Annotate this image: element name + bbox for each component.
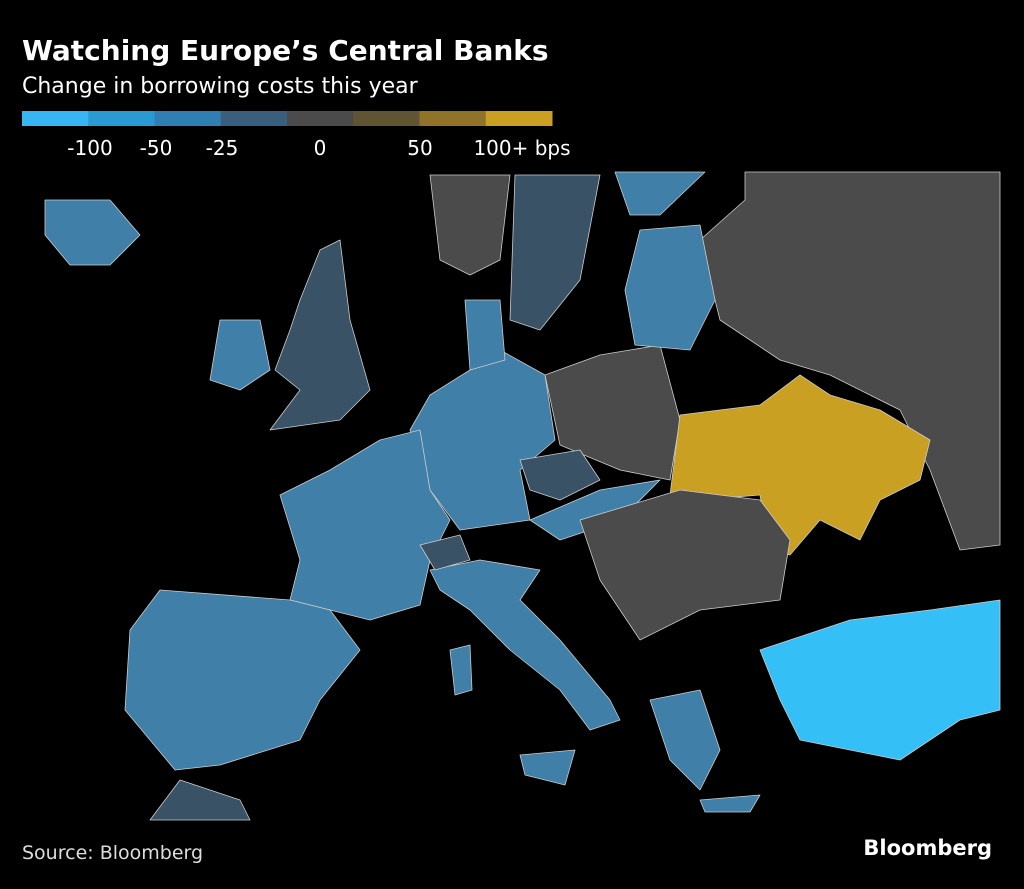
region bbox=[429, 559, 621, 731]
region bbox=[464, 299, 506, 371]
region bbox=[209, 319, 271, 391]
region bbox=[429, 174, 511, 276]
region bbox=[529, 479, 661, 541]
map bbox=[44, 171, 1001, 821]
logo: Bloomberg bbox=[863, 836, 992, 860]
legend-swatch bbox=[485, 111, 553, 126]
region bbox=[614, 171, 706, 216]
title: Watching Europe’s Central Banks bbox=[22, 34, 549, 67]
region bbox=[519, 449, 601, 501]
region bbox=[449, 644, 473, 696]
region bbox=[124, 589, 361, 771]
legend-label: -50 bbox=[140, 136, 173, 160]
legend-swatch bbox=[22, 111, 89, 126]
region bbox=[624, 224, 716, 351]
subtitle: Change in borrowing costs this year bbox=[22, 74, 419, 99]
legend-swatch bbox=[353, 111, 420, 126]
region bbox=[269, 239, 371, 431]
region bbox=[579, 489, 791, 641]
source: Source: Bloomberg bbox=[22, 842, 203, 864]
region bbox=[544, 344, 681, 481]
legend-swatch bbox=[88, 111, 155, 126]
legend-swatch bbox=[220, 111, 288, 126]
legend-swatch bbox=[287, 111, 354, 126]
region bbox=[699, 794, 761, 813]
legend-swatch bbox=[419, 111, 487, 126]
region bbox=[279, 429, 451, 621]
legend-label: 100+ bps bbox=[473, 136, 570, 160]
region bbox=[509, 174, 601, 331]
legend-label: 50 bbox=[407, 136, 432, 160]
region bbox=[649, 689, 721, 791]
region bbox=[519, 749, 576, 786]
legend-label: -25 bbox=[206, 136, 239, 160]
region bbox=[419, 534, 471, 571]
legend-swatch bbox=[154, 111, 222, 126]
region bbox=[149, 779, 251, 821]
legend: -100 -50 -25 0 50 100+ bps bbox=[22, 111, 571, 160]
legend-label: 0 bbox=[314, 136, 327, 160]
region bbox=[759, 599, 1001, 761]
region bbox=[44, 199, 141, 266]
legend-label: -100 bbox=[67, 136, 112, 160]
